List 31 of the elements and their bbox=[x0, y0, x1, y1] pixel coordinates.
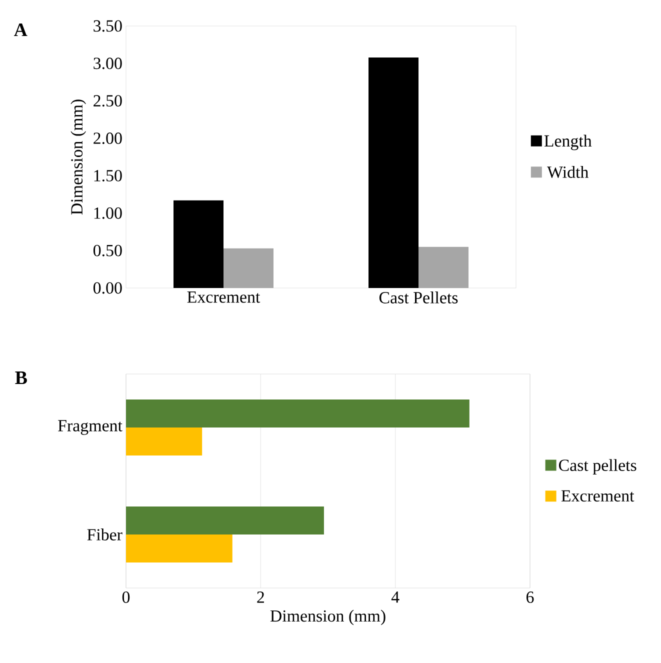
x-tick-label: Cast Pellets bbox=[379, 292, 458, 304]
chart-title: A bbox=[14, 24, 28, 36]
x-tick-label: 4 bbox=[391, 592, 400, 603]
x-tick-label: 2 bbox=[257, 592, 264, 603]
x-axis-title: Dimension (mm) bbox=[270, 610, 386, 626]
y-tick-label: 0.00 bbox=[93, 282, 122, 294]
legend-label: Length bbox=[544, 134, 592, 150]
y-tick-label: 3.00 bbox=[94, 58, 122, 70]
bar bbox=[126, 534, 232, 563]
chart-title: B bbox=[15, 372, 27, 384]
legend-label: Excrement bbox=[561, 490, 634, 502]
bar bbox=[126, 428, 202, 456]
x-tick-label: 6 bbox=[526, 592, 534, 603]
y-tick-label: 0.50 bbox=[93, 244, 122, 256]
y-tick-label: Fiber bbox=[87, 528, 122, 540]
bar bbox=[174, 200, 224, 288]
bar bbox=[368, 57, 419, 288]
bar bbox=[418, 246, 469, 288]
y-tick-label: 3.50 bbox=[94, 20, 122, 32]
bar bbox=[126, 400, 470, 428]
y-tick-label: 2.00 bbox=[94, 132, 122, 144]
legend-label: Width bbox=[547, 166, 588, 178]
y-axis-title: Dimension (mm) bbox=[70, 100, 86, 215]
y-tick-label: 1.50 bbox=[94, 170, 122, 182]
y-tick-label: 2.50 bbox=[94, 95, 122, 107]
bar bbox=[224, 248, 274, 288]
bar bbox=[126, 506, 324, 535]
y-tick-label: 1.00 bbox=[94, 207, 122, 219]
x-tick-label: 0 bbox=[122, 592, 130, 603]
y-tick-label: Fragment bbox=[58, 420, 122, 435]
legend-label: Cast pellets bbox=[558, 459, 636, 474]
